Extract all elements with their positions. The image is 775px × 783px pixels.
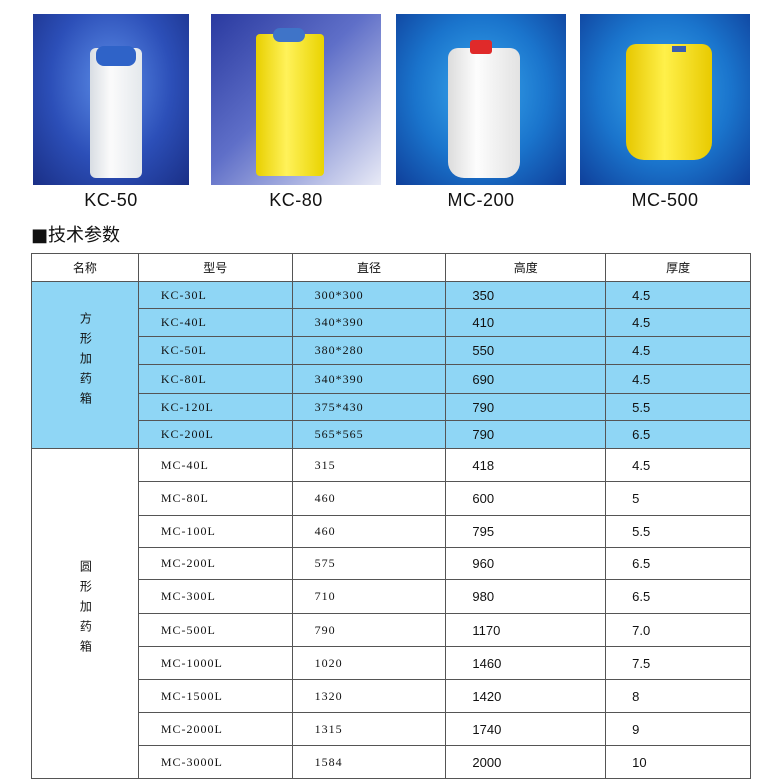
height-cell: 410 xyxy=(445,308,607,337)
height-cell: 350 xyxy=(445,281,607,309)
diameter-cell: 340*390 xyxy=(291,308,447,337)
thickness-cell: 5.5 xyxy=(605,393,751,421)
thickness-cell: 4.5 xyxy=(605,281,751,309)
diameter-cell: 315 xyxy=(291,448,447,482)
model-cell: MC-300L xyxy=(137,579,293,614)
height-cell: 1170 xyxy=(445,613,607,647)
table-row: MC-300L 710 980 6.5 xyxy=(32,579,751,614)
column-header: 名称 xyxy=(31,253,139,282)
column-header: 型号 xyxy=(137,253,293,282)
model-cell: MC-40L xyxy=(137,448,293,482)
model-cell: MC-3000L xyxy=(137,745,293,779)
height-cell: 790 xyxy=(445,420,607,449)
thickness-cell: 5 xyxy=(605,481,751,516)
model-cell: KC-50L xyxy=(137,336,293,365)
diameter-cell: 1020 xyxy=(291,646,447,680)
thickness-cell: 4.5 xyxy=(605,336,751,365)
diameter-cell: 575 xyxy=(291,547,447,580)
diameter-cell: 460 xyxy=(291,481,447,516)
diameter-cell: 340*390 xyxy=(291,364,447,394)
product-label: KC-80 xyxy=(269,190,323,210)
model-cell: MC-1500L xyxy=(137,679,293,713)
height-cell: 1460 xyxy=(445,646,607,680)
height-cell: 790 xyxy=(445,393,607,421)
thickness-cell: 9 xyxy=(605,712,751,746)
diameter-cell: 1320 xyxy=(291,679,447,713)
model-cell: MC-80L xyxy=(137,481,293,516)
table-row: KC-50L 380*280 550 4.5 xyxy=(32,336,751,365)
product-photo-kc80 xyxy=(211,14,381,185)
table-row: KC-40L 340*390 410 4.5 xyxy=(32,308,751,337)
model-cell: KC-200L xyxy=(137,420,293,449)
table-row: MC-200L 575 960 6.5 xyxy=(32,547,751,580)
diameter-cell: 460 xyxy=(291,515,447,548)
thickness-cell: 4.5 xyxy=(605,448,751,482)
thickness-cell: 4.5 xyxy=(605,308,751,337)
product-label: MC-500 xyxy=(631,190,699,210)
table-row: 方形加药箱 KC-30L 300*300 350 4.5 xyxy=(31,281,751,449)
table-row: 圆形加药箱 MC-40L 315 418 4.5 xyxy=(31,448,751,779)
table-row: MC-500L 790 1170 7.0 xyxy=(32,613,751,647)
table-row: MC-1500L 1320 1420 8 xyxy=(32,679,751,713)
table-row: MC-80L 460 600 5 xyxy=(32,481,751,516)
thickness-cell: 6.5 xyxy=(605,579,751,614)
table-row: KC-120L 375*430 790 5.5 xyxy=(32,393,751,421)
model-cell: KC-30L xyxy=(137,281,293,309)
diameter-cell: 565*565 xyxy=(291,420,447,449)
table-row: KC-200L 565*565 790 6.5 xyxy=(32,420,751,449)
diameter-cell: 790 xyxy=(291,613,447,647)
height-cell: 1740 xyxy=(445,712,607,746)
category-label: 方形加药箱 xyxy=(78,311,93,412)
table-row: KC-80L 340*390 690 4.5 xyxy=(32,364,751,394)
table-row: MC-100L 460 795 5.5 xyxy=(32,515,751,548)
model-cell: MC-100L xyxy=(137,515,293,548)
model-cell: KC-80L xyxy=(137,364,293,394)
height-cell: 2000 xyxy=(445,745,607,779)
height-cell: 960 xyxy=(445,547,607,580)
column-header: 直径 xyxy=(291,253,447,282)
height-cell: 690 xyxy=(445,364,607,394)
model-cell: MC-200L xyxy=(137,547,293,580)
height-cell: 1420 xyxy=(445,679,607,713)
category-label: 圆形加药箱 xyxy=(78,560,93,660)
thickness-cell: 5.5 xyxy=(605,515,751,548)
model-cell: MC-1000L xyxy=(137,646,293,680)
thickness-cell: 7.5 xyxy=(605,646,751,680)
thickness-cell: 8 xyxy=(605,679,751,713)
height-cell: 550 xyxy=(445,336,607,365)
table-row: MC-2000L 1315 1740 9 xyxy=(32,712,751,746)
model-cell: MC-2000L xyxy=(137,712,293,746)
model-cell: KC-40L xyxy=(137,308,293,337)
diameter-cell: 375*430 xyxy=(291,393,447,421)
table-row: MC-3000L 1584 2000 10 xyxy=(32,745,751,779)
thickness-cell: 7.0 xyxy=(605,613,751,647)
product-photo-mc200 xyxy=(396,14,566,185)
product-label: MC-200 xyxy=(447,190,515,210)
diameter-cell: 710 xyxy=(291,579,447,614)
thickness-cell: 10 xyxy=(605,745,751,779)
diameter-cell: 1315 xyxy=(291,712,447,746)
thickness-cell: 6.5 xyxy=(605,420,751,449)
section-title: ■技术参数 xyxy=(31,225,121,246)
thickness-cell: 4.5 xyxy=(605,364,751,394)
diameter-cell: 380*280 xyxy=(291,336,447,365)
diameter-cell: 300*300 xyxy=(291,281,447,309)
height-cell: 795 xyxy=(445,515,607,548)
thickness-cell: 6.5 xyxy=(605,547,751,580)
height-cell: 600 xyxy=(445,481,607,516)
diameter-cell: 1584 xyxy=(291,745,447,779)
table-row: MC-1000L 1020 1460 7.5 xyxy=(32,646,751,680)
column-header: 高度 xyxy=(445,253,607,282)
category-cell: 圆形加药箱 xyxy=(31,448,139,779)
category-cell: 方形加药箱 xyxy=(31,281,139,449)
spec-table: 名称 型号 直径 高度 厚度 方形加药箱 KC-30L 300*300 350 4.5 KC-40… xyxy=(31,253,751,779)
product-photo-mc500 xyxy=(580,14,750,185)
height-cell: 980 xyxy=(445,579,607,614)
height-cell: 418 xyxy=(445,448,607,482)
product-photo-kc50 xyxy=(33,14,189,185)
model-cell: MC-500L xyxy=(137,613,293,647)
product-label: KC-50 xyxy=(84,190,138,210)
column-header: 厚度 xyxy=(605,253,751,282)
model-cell: KC-120L xyxy=(137,393,293,421)
